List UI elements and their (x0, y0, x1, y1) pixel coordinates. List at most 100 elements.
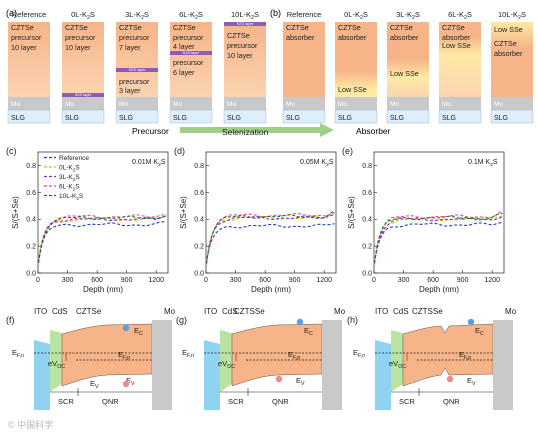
mo-layer (62, 97, 104, 110)
qnr-label: QNR (272, 397, 289, 406)
stack-header: 3L-K2S (396, 10, 420, 21)
x-tick-label: 1200 (316, 277, 332, 284)
layer-text: precursor (11, 33, 42, 42)
layer-text: 10 layer (227, 51, 253, 60)
plot-label: (e) (342, 146, 353, 156)
electron-icon (122, 324, 130, 332)
czts-absorber-layer (491, 22, 533, 97)
stack-header: 10L-K2S (498, 10, 526, 21)
ito-region (375, 340, 391, 410)
slg-label: SLG (65, 115, 79, 122)
y-tick-label: 0.6 (194, 190, 204, 197)
x-axis-label: Depth (nm) (251, 285, 291, 294)
k2s-layer (170, 51, 212, 55)
ito-region (204, 340, 220, 410)
qnr-label: QNR (443, 397, 460, 406)
mo-layer (170, 97, 212, 110)
mo-label: Mo (173, 101, 182, 108)
slg-layer (490, 109, 534, 124)
hole-icon (446, 375, 454, 383)
ev-label: EV (467, 376, 476, 387)
slg-label: SLG (227, 115, 241, 122)
stack-header: 3L-K2S (125, 10, 149, 21)
x-tick-label: 900 (457, 277, 469, 284)
series-line (37, 214, 167, 263)
mo-label: Mo (286, 101, 295, 108)
efn-label: EF,n (182, 348, 194, 359)
ito-region (34, 340, 50, 410)
efp-label: EF,p (459, 350, 471, 361)
band-panel-label: (h) (347, 315, 358, 325)
panel-b: (b) ReferenceCZTSeabsorberMoSLG0L-K2SCZT… (270, 8, 534, 136)
low-sse-label: Low SSe (494, 25, 523, 34)
band-diagram-3: (h) ITO CdS CZTSSe Mo EF,n EF,p EC EV eVOC SCR QNR (347, 307, 517, 410)
slg-layer (115, 109, 159, 124)
slg-label: SLG (390, 115, 404, 122)
y-tick-label: 0.6 (362, 190, 372, 197)
layer-text: precursor (65, 33, 96, 42)
ec-label: EC (475, 326, 484, 337)
evoc-label: eVOC (389, 359, 406, 370)
layer-text: CZTSe (11, 23, 34, 32)
layer-text: precursor (119, 33, 150, 42)
low-sse-label: Low SSe (442, 41, 471, 50)
czts-absorber-layer (439, 22, 481, 97)
series-line (373, 210, 503, 264)
y-tick-label: 0.0 (26, 271, 36, 278)
k2s-layer (62, 93, 104, 97)
slg-label: SLG (119, 115, 133, 122)
layer-text: precursor (227, 41, 258, 50)
mo-label: Mo (505, 307, 517, 316)
slg-label: SLG (173, 115, 187, 122)
evoc-label: eVOC (48, 359, 65, 370)
absorber-text: absorber (390, 33, 419, 42)
composition-plot-2: (d) 0.0 0.2 0.4 0.6 0.8 0 300 600 900 1200 S/(S+Se)… (174, 146, 337, 294)
layer-text: CZTSe (119, 23, 142, 32)
scr-label: SCR (399, 397, 415, 406)
mo-layer (491, 97, 533, 110)
layer-text: 3 layer (119, 86, 141, 95)
mo-label: Mo (164, 307, 176, 316)
czts-precursor-layer (8, 22, 50, 97)
series-line (205, 213, 335, 263)
mo-label: Mo (390, 101, 399, 108)
watermark: © 中国科学 (8, 419, 53, 430)
efp-label: EF,p (288, 350, 300, 361)
mo-layer (8, 97, 50, 110)
series-line (37, 221, 167, 263)
y-tick-label: 0.2 (362, 244, 372, 251)
mo-label: Mo (494, 101, 503, 108)
x-tick-label: 0 (36, 277, 40, 284)
series-line (373, 221, 503, 263)
mo-label: Mo (338, 101, 347, 108)
y-tick-label: 0.6 (26, 190, 36, 197)
concentration-label: 0.01M K2S (132, 159, 166, 168)
czts-absorber-layer (335, 22, 377, 97)
hole-icon (122, 380, 130, 388)
mo-label: Mo (227, 101, 236, 108)
scr-label: SCR (58, 397, 74, 406)
slg-layer (223, 109, 267, 124)
plot-label: (d) (174, 146, 185, 156)
plot-frame (373, 151, 505, 274)
cds-region (391, 330, 403, 392)
series-line (373, 212, 503, 263)
low-sse-label: Low SSe (338, 85, 367, 94)
absorber-text: CZTSe (338, 23, 361, 32)
ito-label: ITO (204, 307, 217, 316)
k2s-layer (224, 22, 266, 26)
slg-layer (61, 109, 105, 124)
composition-plot-3: (e) 0.0 0.2 0.4 0.6 0.8 0 300 600 900 1200 S/(S+Se)… (342, 146, 505, 294)
y-tick-label: 0.0 (362, 271, 372, 278)
slg-layer (7, 109, 51, 124)
layer-text: 7 layer (119, 43, 141, 52)
y-tick-label: 0.8 (26, 163, 36, 170)
cds-label: CdS (52, 307, 68, 316)
k2s-layer-label: K2S layer (183, 51, 200, 55)
concentration-label: 0.05M K2S (300, 159, 334, 168)
mo-contact (322, 320, 342, 410)
x-tick-label: 900 (121, 277, 133, 284)
